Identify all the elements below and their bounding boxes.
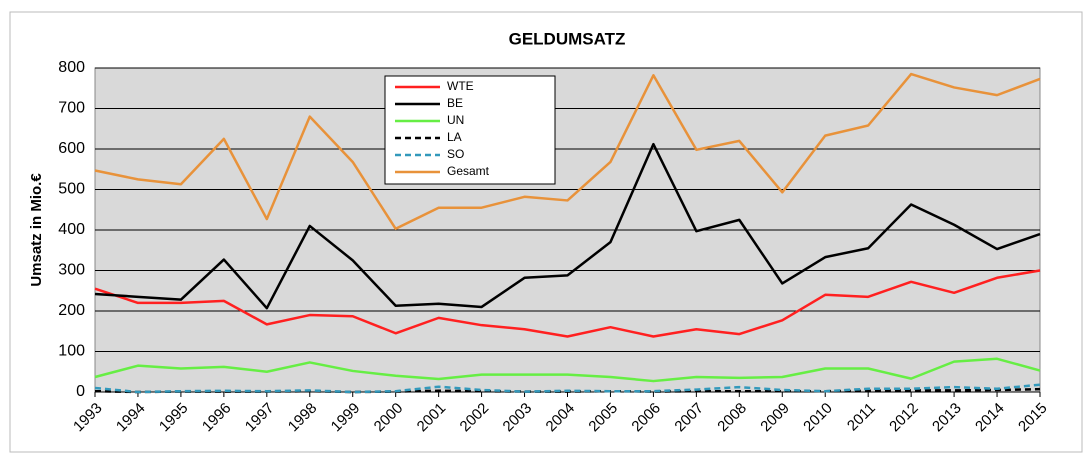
chart-title: GELDUMSATZ xyxy=(509,29,626,48)
y-tick-label: 0 xyxy=(76,383,85,400)
y-tick-label: 500 xyxy=(58,181,85,198)
y-tick-label: 300 xyxy=(58,262,85,279)
y-tick-label: 400 xyxy=(58,221,85,238)
data-line xyxy=(94,269,1041,338)
data-line xyxy=(94,357,1041,383)
legend-label: SO xyxy=(447,147,464,161)
data-line xyxy=(94,72,1041,231)
y-tick-label: 100 xyxy=(58,343,85,360)
data-line xyxy=(94,142,1041,310)
legend-label: Gesamt xyxy=(447,164,490,178)
data-line xyxy=(94,383,1041,394)
y-tick-label: 800 xyxy=(58,59,85,76)
y-tick-label: 600 xyxy=(58,140,85,157)
legend-box xyxy=(384,75,556,185)
y-tick-label: 700 xyxy=(58,100,85,117)
legend-label: UN xyxy=(447,113,464,127)
legend-label: LA xyxy=(447,130,462,144)
y-tick-label: 200 xyxy=(58,302,85,319)
y-axis-label: Umsatz in Mio.€ xyxy=(28,173,45,287)
legend-label: BE xyxy=(447,96,463,110)
legend-label: WTE xyxy=(447,79,474,93)
